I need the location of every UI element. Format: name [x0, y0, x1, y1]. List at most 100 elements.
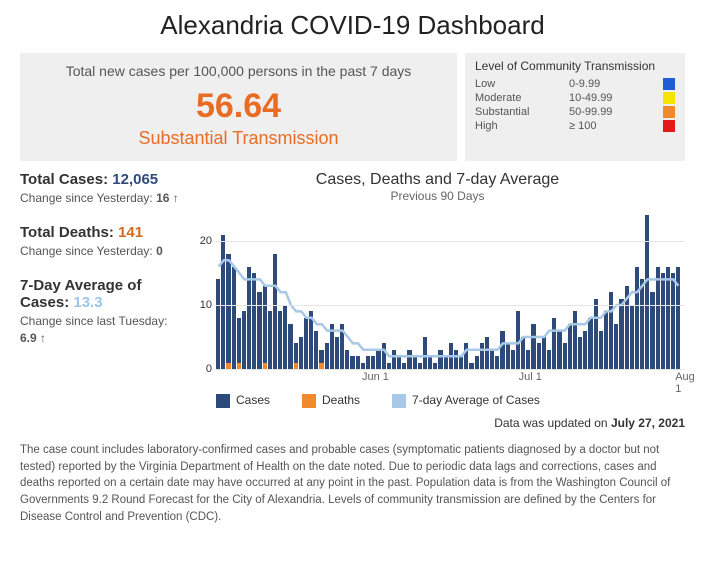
bar-group [526, 209, 530, 369]
stat-value: 13.3 [73, 294, 102, 311]
bar-group [361, 209, 365, 369]
bar-group [619, 209, 623, 369]
cases-bar [625, 286, 629, 369]
kpi-value: 56.64 [34, 87, 443, 126]
bar-group [588, 209, 592, 369]
chart-panel: Cases, Deaths and 7-day Average Previous… [190, 171, 685, 430]
bar-group [232, 209, 236, 369]
bar-group [568, 209, 572, 369]
stat-change: Change since last Tuesday: 6.9 ↑ [20, 313, 180, 345]
cases-bar [288, 324, 292, 369]
bar-group [531, 209, 535, 369]
bar-group [278, 209, 282, 369]
cases-bar [371, 356, 375, 369]
bar-group [444, 209, 448, 369]
cases-bar [237, 318, 241, 369]
bar-group [480, 209, 484, 369]
kpi-status: Substantial Transmission [34, 128, 443, 149]
cases-bar [444, 356, 448, 369]
legend-row: Moderate10-49.99 [475, 91, 675, 105]
cases-bar [247, 267, 251, 369]
legend-level-range: ≥ 100 [569, 120, 639, 132]
cases-bar [397, 356, 401, 369]
main-row: Total Cases: 12,065 Change since Yesterd… [20, 171, 685, 430]
bar-group [366, 209, 370, 369]
bar-group [299, 209, 303, 369]
legend-level-name: Moderate [475, 92, 545, 104]
cases-bar [407, 350, 411, 369]
stat-label: Total Cases: [20, 171, 108, 188]
legend-swatch [663, 106, 675, 118]
bar-group [387, 209, 391, 369]
bar-group [485, 209, 489, 369]
cases-bar [594, 299, 598, 369]
bar-group [495, 209, 499, 369]
cases-bar [542, 337, 546, 369]
cases-bar [226, 254, 230, 369]
cases-bar [676, 267, 680, 369]
stat-value: 12,065 [112, 171, 158, 188]
cases-bar [459, 356, 463, 369]
bar-group [237, 209, 241, 369]
bar-group [671, 209, 675, 369]
bar-group [676, 209, 680, 369]
bar-group [542, 209, 546, 369]
bar-group [252, 209, 256, 369]
cases-bar [345, 350, 349, 369]
bar-group [257, 209, 261, 369]
top-row: Total new cases per 100,000 persons in t… [20, 53, 685, 161]
cases-bar [480, 343, 484, 369]
bar-group [268, 209, 272, 369]
legend-swatch [663, 92, 675, 104]
stat-value: 141 [118, 224, 143, 241]
bar-group [599, 209, 603, 369]
cases-bar [661, 273, 665, 369]
x-tick-label: Aug 1 [675, 371, 695, 395]
cases-bar [650, 292, 654, 369]
cases-bar [268, 311, 272, 369]
bar-group [325, 209, 329, 369]
cases-bar [485, 337, 489, 369]
bar-group [640, 209, 644, 369]
bar-group [475, 209, 479, 369]
transmission-legend: Level of Community Transmission Low0-9.9… [465, 53, 685, 161]
bar-group [263, 209, 267, 369]
bar-group [423, 209, 427, 369]
y-tick-label: 10 [190, 299, 212, 311]
bar-group [449, 209, 453, 369]
stat-change: Change since Yesterday: 0 [20, 243, 180, 259]
bar-group [221, 209, 225, 369]
bar-group [625, 209, 629, 369]
bar-group [397, 209, 401, 369]
cases-bar [563, 343, 567, 369]
cases-bar [350, 356, 354, 369]
bar-group [516, 209, 520, 369]
chart-area: 01020 [190, 209, 685, 369]
bar-group [428, 209, 432, 369]
bar-group [350, 209, 354, 369]
bar-group [340, 209, 344, 369]
cases-bar [376, 350, 380, 369]
bar-group [288, 209, 292, 369]
bar-group [490, 209, 494, 369]
chart-x-axis: Jun 1Jul 1Aug 1 [216, 369, 685, 387]
cases-bar [330, 324, 334, 369]
chart-legend-item: 7-day Average of Cases [392, 393, 540, 408]
bar-group [666, 209, 670, 369]
y-tick-label: 0 [190, 363, 212, 375]
legend-level-name: Low [475, 78, 545, 90]
bar-group [661, 209, 665, 369]
legend-row: Substantial50-99.99 [475, 105, 675, 119]
cases-bar [604, 311, 608, 369]
legend-swatch [663, 78, 675, 90]
bar-group [330, 209, 334, 369]
cases-bar [340, 324, 344, 369]
legend-level-name: Substantial [475, 106, 545, 118]
bar-group [433, 209, 437, 369]
cases-bar [490, 350, 494, 369]
cases-bar [449, 343, 453, 369]
cases-bar [464, 343, 468, 369]
bar-group [376, 209, 380, 369]
cases-bar [304, 318, 308, 369]
cases-bar [619, 299, 623, 369]
